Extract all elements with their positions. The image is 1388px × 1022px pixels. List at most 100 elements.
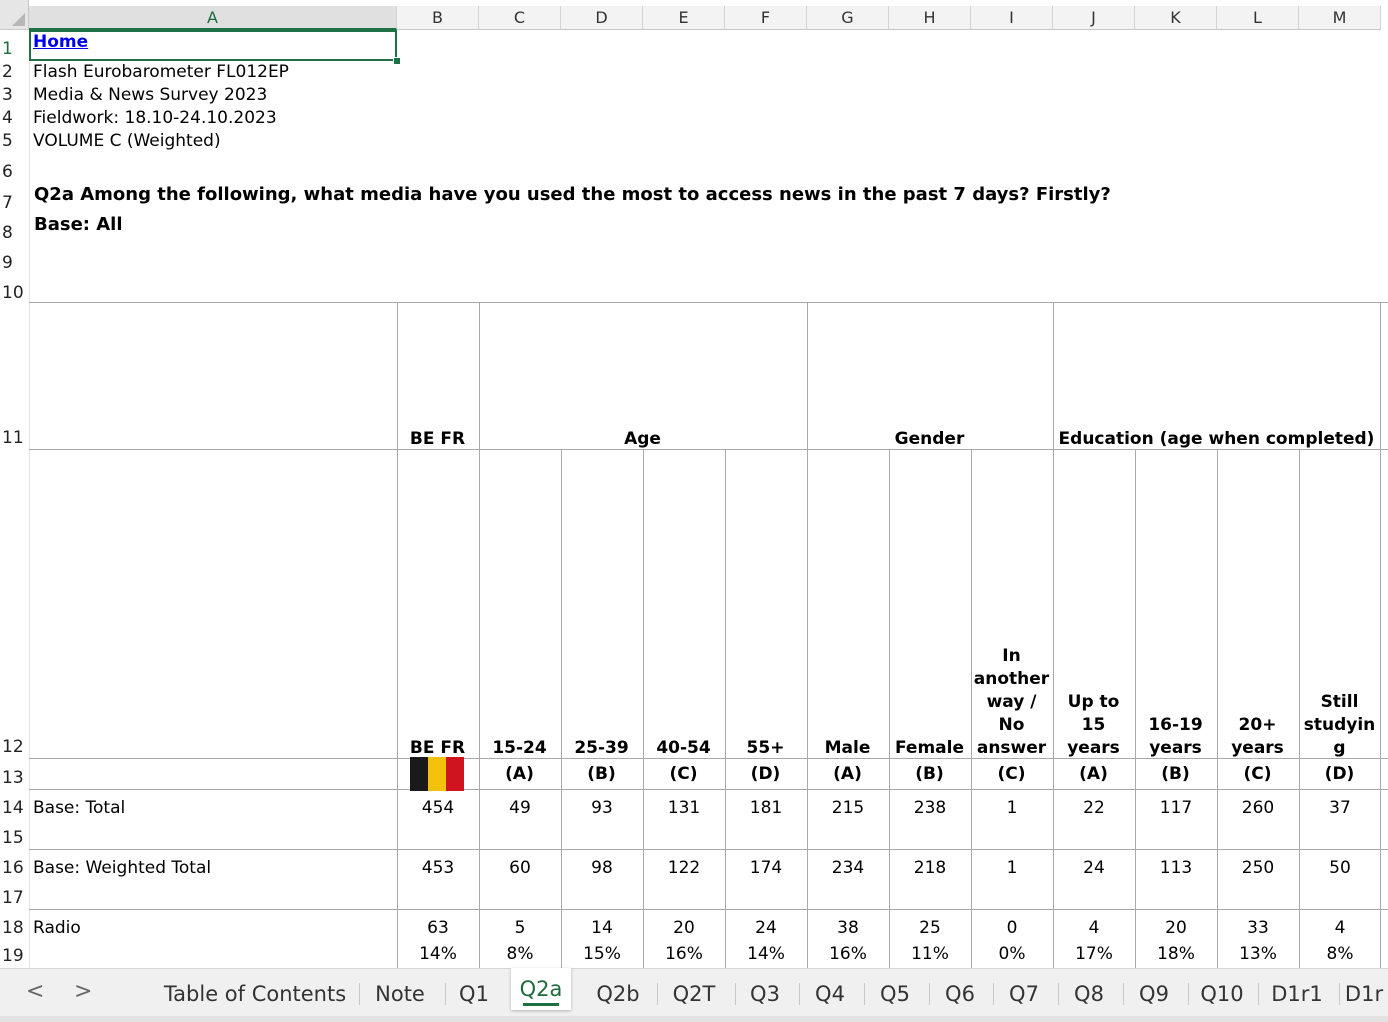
table-cell-value: 250 — [1241, 858, 1275, 878]
row-header-10[interactable]: 10 — [0, 275, 29, 305]
prev-sheet-button[interactable]: < — [26, 979, 45, 1004]
table-cell-value: 20 — [1165, 918, 1187, 938]
letter-m: (D) — [1324, 764, 1355, 784]
group-header-gender: Gender — [894, 429, 965, 449]
table-cell-value: 50 — [1329, 858, 1351, 878]
next-sheet-button[interactable]: > — [74, 979, 93, 1004]
row-header-18[interactable]: 18 — [0, 910, 29, 940]
sheet-tab-q6[interactable]: Q6 — [945, 982, 975, 1006]
flag-stripe-black — [410, 757, 428, 791]
table-cell-value: 113 — [1159, 858, 1193, 878]
belgium-flag-icon — [410, 757, 464, 791]
sheet-tab-q5[interactable]: Q5 — [880, 982, 910, 1006]
sheet-tab-d1r[interactable]: D1r — [1344, 982, 1384, 1006]
sheet-tab-q2b[interactable]: Q2b — [596, 982, 640, 1006]
row-header-3[interactable]: 3 — [0, 84, 29, 107]
column-header-m[interactable]: M — [1299, 6, 1381, 30]
survey-id-text: Flash Eurobarometer FL012EP — [33, 62, 289, 82]
row-header-15[interactable]: 15 — [0, 820, 29, 850]
column-header-g[interactable]: G — [807, 6, 889, 30]
sheet-tab-note[interactable]: Note — [375, 982, 425, 1006]
row-header-11[interactable]: 11 — [0, 305, 29, 450]
volume-text: VOLUME C (Weighted) — [33, 131, 221, 151]
letter-i: (C) — [997, 764, 1026, 784]
table-cell-value: 215 — [831, 798, 865, 818]
row-header-19[interactable]: 19 — [0, 940, 29, 968]
letter-j: (A) — [1079, 764, 1108, 784]
table-cell-value: 218 — [913, 858, 947, 878]
table-cell-value: 131 — [667, 798, 701, 818]
column-header-l[interactable]: L — [1217, 6, 1299, 30]
column-header-b[interactable]: B — [397, 6, 479, 30]
row-header-17[interactable]: 17 — [0, 880, 29, 910]
row-header-5[interactable]: 5 — [0, 130, 29, 153]
table-cell-value: 234 — [831, 858, 865, 878]
row-header-2[interactable]: 2 — [0, 61, 29, 84]
group-header-education: Education (age when completed) — [1058, 429, 1375, 449]
sheet-tab-q2t[interactable]: Q2T — [672, 982, 716, 1006]
sheet-tab-q8[interactable]: Q8 — [1074, 982, 1104, 1006]
column-header-i[interactable]: I — [971, 6, 1053, 30]
row-header-16[interactable]: 16 — [0, 850, 29, 880]
table-cell-value: 24 — [755, 918, 777, 938]
table-cell-value: 4 — [1088, 918, 1100, 938]
row-header-4[interactable]: 4 — [0, 107, 29, 130]
table-cell-percent: 8% — [506, 944, 534, 964]
survey-name-text: Media & News Survey 2023 — [33, 85, 268, 105]
subheader-20plus: 20+ years — [1231, 715, 1284, 758]
group-header-country: BE FR — [409, 429, 466, 449]
row-header-6[interactable]: 6 — [0, 153, 29, 184]
table-cell-percent: 15% — [583, 944, 621, 964]
row-header-12[interactable]: 12 — [0, 450, 29, 759]
table-cell-percent: 0% — [998, 944, 1026, 964]
fill-handle[interactable] — [393, 57, 401, 65]
table-cell-value: 117 — [1159, 798, 1193, 818]
sheet-tab-q7[interactable]: Q7 — [1009, 982, 1039, 1006]
home-link[interactable]: Home — [33, 32, 89, 52]
table-cell-percent: 18% — [1157, 944, 1195, 964]
letter-e: (C) — [669, 764, 698, 784]
column-header-k[interactable]: K — [1135, 6, 1217, 30]
column-header-h[interactable]: H — [889, 6, 971, 30]
column-header-a[interactable]: A — [29, 6, 397, 30]
fieldwork-text: Fieldwork: 18.10-24.10.2023 — [33, 108, 277, 128]
sheet-tab-q4[interactable]: Q4 — [815, 982, 845, 1006]
row-header-13[interactable]: 13 — [0, 759, 29, 790]
table-cell-value: 60 — [509, 858, 531, 878]
table-cell-percent: 11% — [911, 944, 949, 964]
row-header-9[interactable]: 9 — [0, 245, 29, 275]
table-cell-value: 1 — [1006, 858, 1018, 878]
column-header-j[interactable]: J — [1053, 6, 1135, 30]
column-header-d[interactable]: D — [561, 6, 643, 30]
table-cell-value: 238 — [913, 798, 947, 818]
sheet-tab-d1r1[interactable]: D1r1 — [1271, 982, 1323, 1006]
table-cell-value: 122 — [667, 858, 701, 878]
sheet-tab-q3[interactable]: Q3 — [750, 982, 780, 1006]
letter-d: (B) — [587, 764, 616, 784]
row-header-14[interactable]: 14 — [0, 790, 29, 820]
table-cell-value: 20 — [673, 918, 695, 938]
row-label: Base: Weighted Total — [33, 858, 212, 878]
sheet-tab-table-of-contents[interactable]: Table of Contents — [163, 982, 347, 1006]
table-cell-value: 38 — [837, 918, 859, 938]
table-cell-value: 181 — [749, 798, 783, 818]
column-header-e[interactable]: E — [643, 6, 725, 30]
column-header-c[interactable]: C — [479, 6, 561, 30]
select-all-corner[interactable] — [0, 0, 29, 30]
sheet-tab-q10[interactable]: Q10 — [1200, 982, 1244, 1006]
row-header-7[interactable]: 7 — [0, 184, 29, 215]
sheet-tab-q1[interactable]: Q1 — [459, 982, 489, 1006]
row-header-8[interactable]: 8 — [0, 215, 29, 245]
subheader-be-fr: BE FR — [409, 738, 466, 758]
sheet-tab-q9[interactable]: Q9 — [1139, 982, 1169, 1006]
table-cell-value: 453 — [421, 858, 455, 878]
row-header-1[interactable]: 1 — [0, 30, 29, 61]
table-cell-value: 14 — [591, 918, 613, 938]
table-cell-value: 454 — [421, 798, 455, 818]
table-cell-value: 25 — [919, 918, 941, 938]
column-header-f[interactable]: F — [725, 6, 807, 30]
letter-k: (B) — [1161, 764, 1190, 784]
subheader-female: Female — [895, 738, 964, 758]
sheet-tab-q2a[interactable]: Q2a — [511, 968, 571, 1010]
